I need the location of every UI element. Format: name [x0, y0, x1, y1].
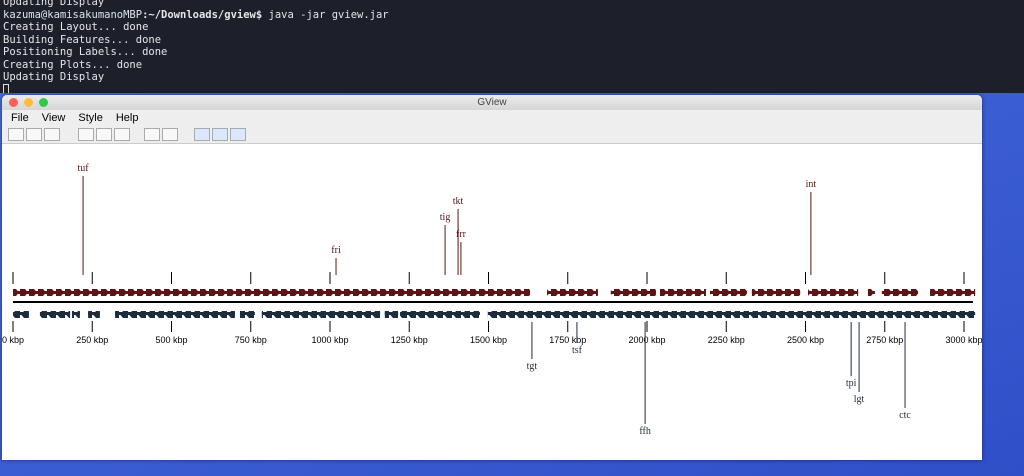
- gene-label: ffh: [639, 426, 650, 437]
- tick-label: 0 kbp: [2, 335, 24, 345]
- tool-button[interactable]: [44, 128, 60, 141]
- prompt-user: kazuma@kamisakumanoMBP: [3, 8, 143, 21]
- gene-label: frr: [456, 229, 467, 240]
- terminal-line: Creating Layout... done: [3, 21, 149, 33]
- menu-item[interactable]: File: [11, 112, 29, 124]
- tick-label: 2750 kbp: [866, 335, 903, 345]
- tool-button[interactable]: [8, 128, 24, 141]
- tick-label: 3000 kbp: [945, 335, 982, 345]
- forward-band: [867, 291, 875, 294]
- forward-band: [930, 291, 976, 294]
- reverse-band: [400, 312, 480, 315]
- forward-band: [808, 291, 859, 294]
- reverse-band: [71, 312, 80, 315]
- gene-label: lgt: [854, 394, 865, 405]
- terminal-line: Updating Display: [3, 0, 105, 8]
- close-button[interactable]: [9, 98, 18, 107]
- forward-band: [751, 291, 801, 294]
- zoom-in-button[interactable]: [78, 128, 94, 141]
- tick-label: 500 kbp: [155, 335, 187, 345]
- gview-window: GView File View Style Help 0 kbp 250 kbp 500 …: [2, 95, 982, 460]
- forward-band: [610, 291, 656, 294]
- reverse-band: [261, 312, 381, 315]
- command: java -jar gview.jar: [262, 8, 389, 21]
- reverse-band: [487, 312, 976, 315]
- terminal-line: Positioning Labels... done: [3, 46, 168, 58]
- menu-item[interactable]: Style: [78, 112, 103, 124]
- left-button[interactable]: [194, 128, 210, 141]
- right-button[interactable]: [230, 128, 246, 141]
- terminal-line: Updating Display: [3, 71, 105, 83]
- tick-label: 2000 kbp: [628, 335, 665, 345]
- window-title: GView: [477, 97, 507, 108]
- tick-label: 2250 kbp: [708, 335, 745, 345]
- forward-band: [659, 291, 706, 294]
- menu-item[interactable]: View: [41, 112, 66, 124]
- reverse-band: [115, 312, 235, 315]
- genome-map: 0 kbp 250 kbp 500 kbp 750 kbp 1000 kbp 1250 k…: [2, 163, 982, 437]
- tick-label: 1750 kbp: [549, 335, 586, 345]
- zoom-out-button[interactable]: [114, 128, 130, 141]
- toolbar: [2, 126, 982, 144]
- forward-band: [547, 291, 598, 294]
- gene-label: tuf: [78, 163, 90, 174]
- tick-label: 2500 kbp: [787, 335, 824, 345]
- terminal: Updating Display kazuma@kamisakumanoMBP:…: [0, 0, 1024, 93]
- gene-label: tgt: [527, 361, 538, 372]
- reverse-band: [13, 312, 29, 315]
- forward-band: [881, 291, 919, 294]
- gene-label: ctc: [899, 410, 911, 421]
- tick-label: 1000 kbp: [311, 335, 348, 345]
- prompt-path: :~/Downloads/gview$: [142, 8, 263, 21]
- tick-label: 1500 kbp: [470, 335, 507, 345]
- menu-bar: File View Style Help: [2, 110, 982, 126]
- reverse-band: [239, 312, 255, 315]
- zoom-button[interactable]: [39, 98, 48, 107]
- axis-line: [13, 301, 973, 303]
- gene-label: int: [806, 179, 817, 190]
- gene-label: fri: [331, 245, 341, 256]
- gene-label: tpi: [846, 378, 857, 389]
- terminal-line: Creating Plots... done: [3, 58, 143, 71]
- gene-label: tig: [440, 212, 451, 223]
- tick-label: 750 kbp: [235, 335, 267, 345]
- tick-label: 250 kbp: [76, 335, 108, 345]
- gene-label: tsf: [572, 345, 583, 356]
- terminal-prompt: kazuma@kamisakumanoMBP:~/Downloads/gview…: [0, 9, 1024, 22]
- view-button[interactable]: [162, 128, 178, 141]
- reverse-band: [88, 312, 100, 315]
- tool-button[interactable]: [26, 128, 42, 141]
- fit-button[interactable]: [144, 128, 160, 141]
- tick-label: 1250 kbp: [391, 335, 428, 345]
- zoom-button[interactable]: [96, 128, 112, 141]
- reverse-band: [39, 312, 71, 315]
- title-bar: GView: [2, 95, 982, 110]
- terminal-line: Building Features... done: [3, 33, 162, 46]
- gene-label: tkt: [453, 196, 464, 207]
- menu-item[interactable]: Help: [115, 112, 139, 124]
- down-button[interactable]: [212, 128, 228, 141]
- forward-band: [13, 291, 531, 294]
- reverse-band: [384, 312, 399, 315]
- cursor: [3, 83, 9, 93]
- minimize-button[interactable]: [24, 98, 33, 107]
- forward-band: [710, 291, 747, 294]
